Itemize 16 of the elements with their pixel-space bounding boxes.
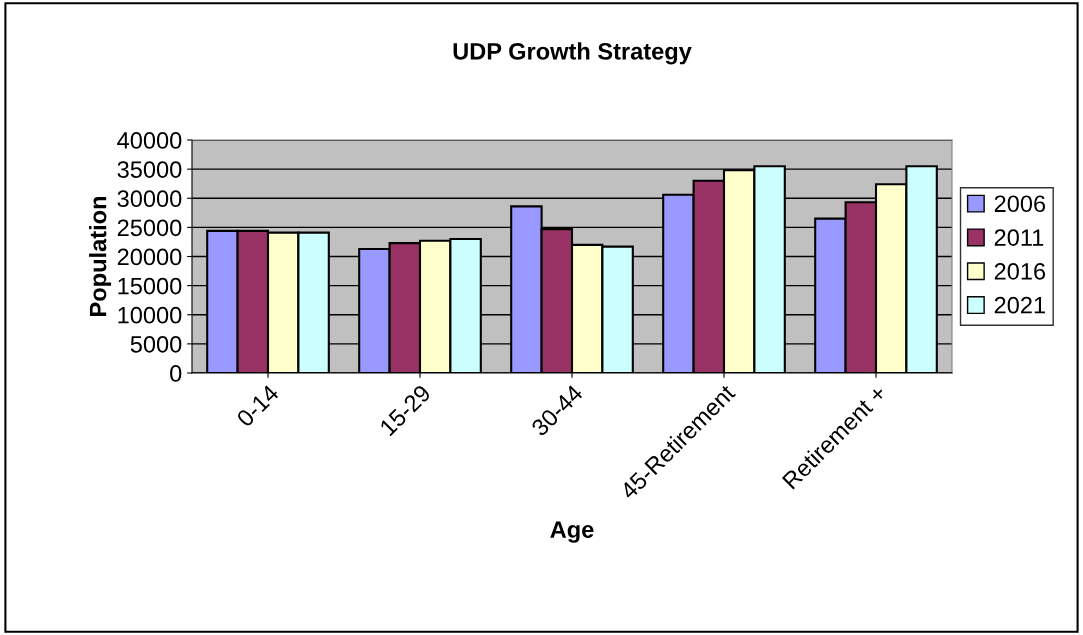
y-tick-label: 5000 xyxy=(130,335,182,353)
legend-label: 2016 xyxy=(994,263,1046,280)
y-axis-title: Population xyxy=(89,196,112,316)
legend-label: 2011 xyxy=(994,229,1044,246)
y-tick-label: 20000 xyxy=(117,248,182,266)
y-tick-label: 25000 xyxy=(117,219,182,237)
y-tick-label: 0 xyxy=(170,365,182,382)
y-tick-label: 35000 xyxy=(117,161,182,178)
y-tick-label: 10000 xyxy=(118,306,182,324)
legend-label: 2021 xyxy=(994,296,1045,314)
y-tick-label: 40000 xyxy=(117,132,182,149)
y-tick-label: 15000 xyxy=(118,277,182,295)
y-tick-label: 30000 xyxy=(117,190,182,208)
x-axis-title: Age xyxy=(550,521,594,543)
chart-title: UDP Growth Strategy xyxy=(453,42,692,65)
legend-label: 2006 xyxy=(994,195,1046,213)
